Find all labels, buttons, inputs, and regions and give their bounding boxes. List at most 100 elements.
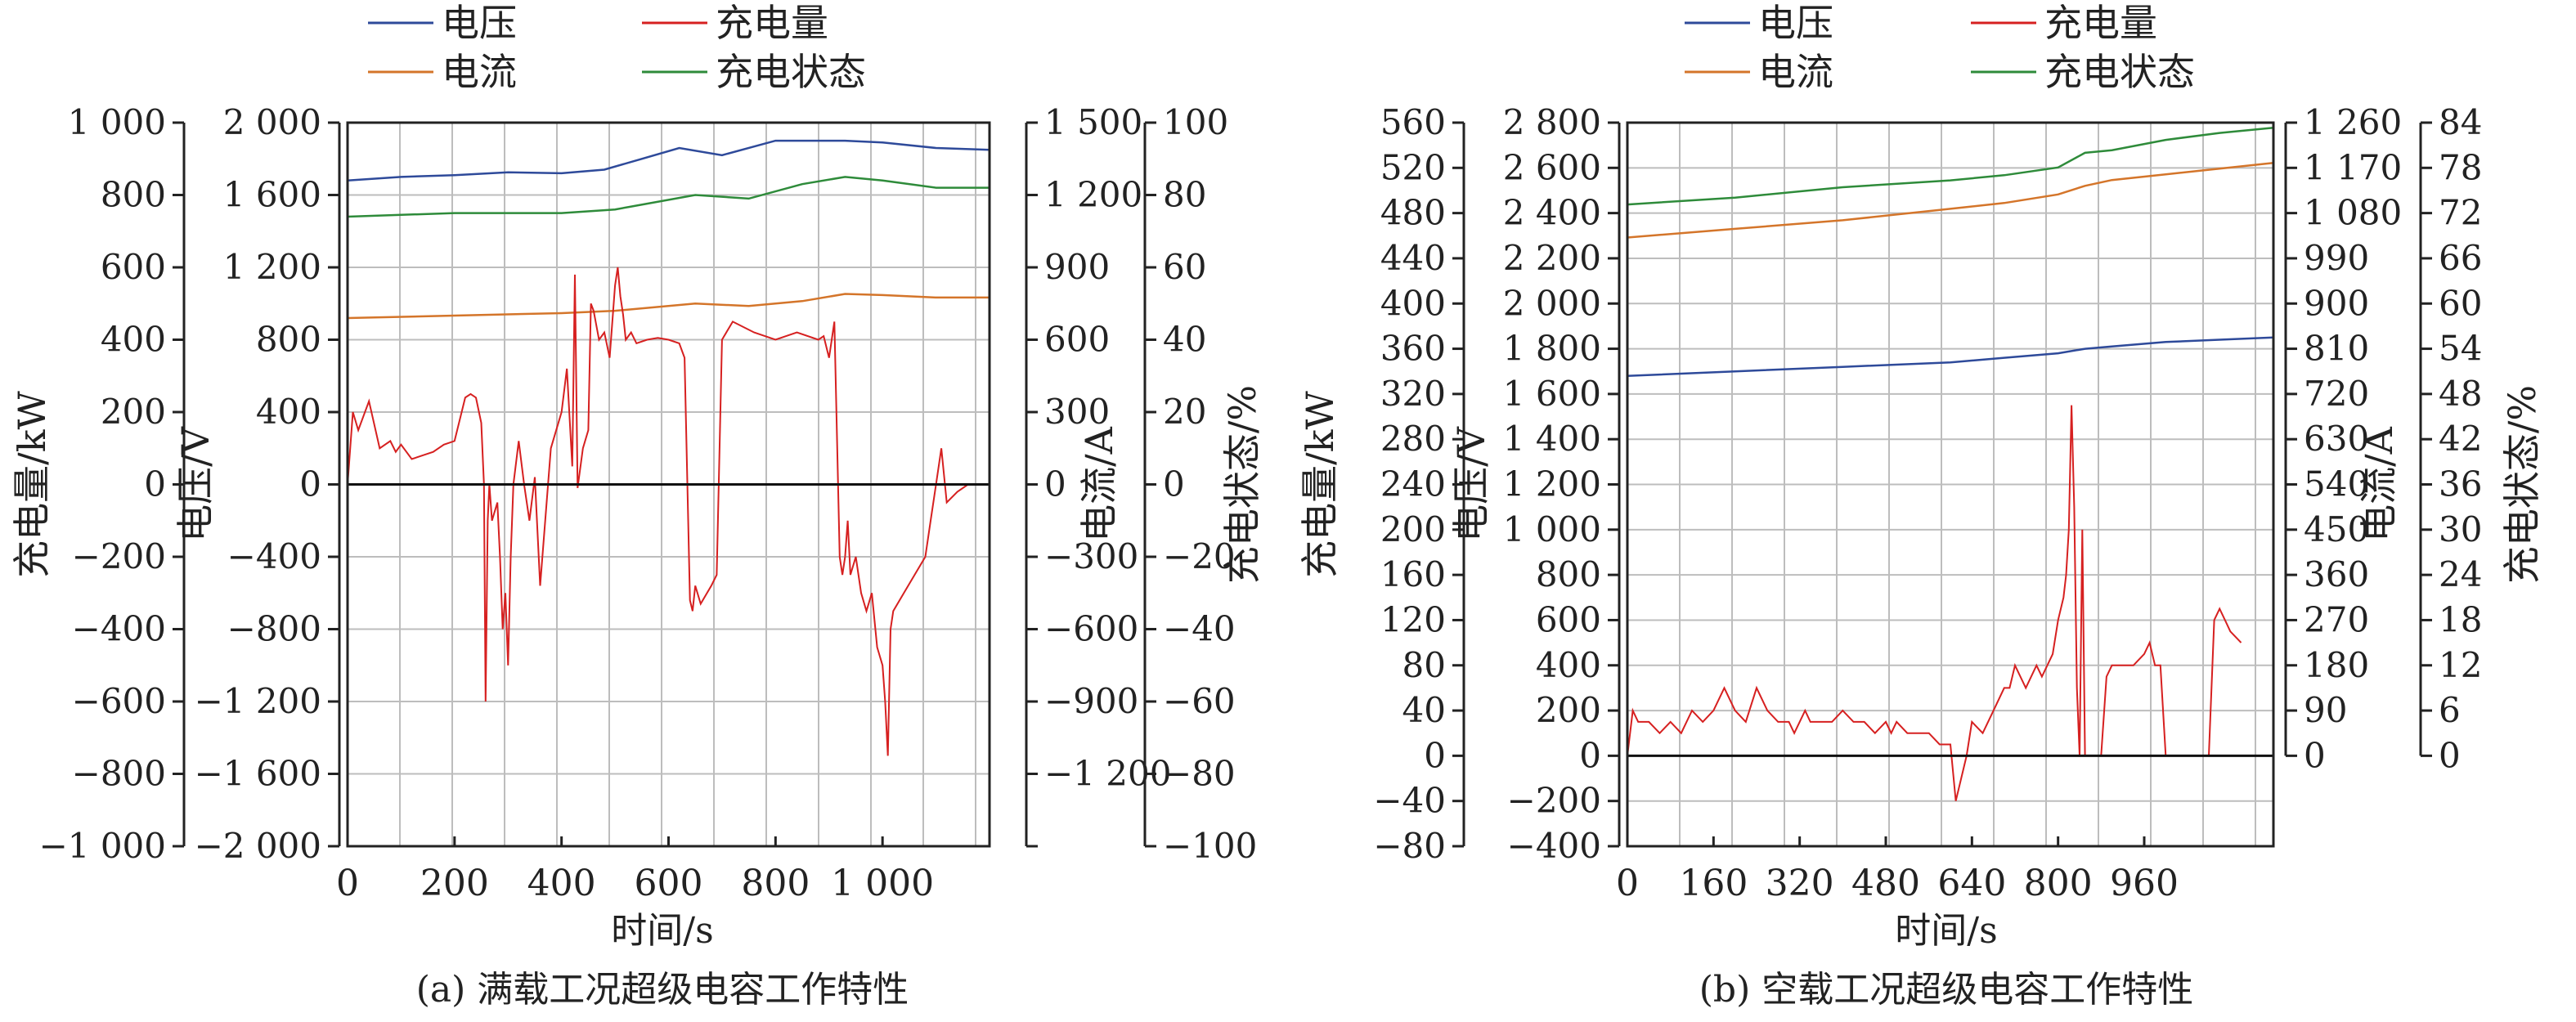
- tick-label-charge: 400: [1380, 283, 1446, 323]
- tick-label-current: 1 260: [2304, 102, 2402, 142]
- tick-label-current: 1 080: [2304, 193, 2402, 233]
- tick-label-charge: 1 000: [68, 102, 166, 142]
- chart-b-caption: (b) 空载工况超级电容工作特性: [1699, 969, 2193, 1011]
- tick-label-current: 300: [1044, 392, 1110, 432]
- axis-label-soc: 充电状态/%: [2500, 385, 2544, 584]
- tick-label-soc: 24: [2439, 554, 2482, 594]
- tick-label-charge: −800: [72, 754, 166, 794]
- tick-label-soc: 40: [1163, 320, 1206, 360]
- tick-label-soc: 66: [2439, 238, 2482, 278]
- tick-label-voltage: 2 800: [1503, 102, 1601, 142]
- tick-label-charge: 40: [1402, 690, 1446, 730]
- legend-label: 充电量: [2044, 1, 2157, 45]
- tick-label-charge: −1 000: [39, 826, 166, 866]
- tick-label-voltage: −200: [1507, 781, 1601, 821]
- legend-label: 电流: [1758, 50, 1833, 94]
- plot-frame: [1626, 121, 2275, 848]
- tick-label-soc: 6: [2439, 690, 2461, 730]
- axis-label-voltage: 电压/V: [1449, 426, 1493, 541]
- legend-label: 电流: [442, 50, 517, 94]
- x-tick-label: 0: [336, 863, 359, 904]
- axis-label-current: 电流/A: [1077, 426, 1121, 541]
- tick-label-current: 90: [2304, 690, 2347, 730]
- tick-label-soc: 42: [2439, 419, 2482, 459]
- series-line-voltage: [1627, 336, 2274, 378]
- tick-label-current: 630: [2304, 419, 2369, 459]
- tick-label-voltage: 1 400: [1503, 419, 1601, 459]
- tick-label-voltage: 0: [299, 464, 321, 504]
- tick-label-voltage: 1 800: [1503, 329, 1601, 369]
- tick-label-voltage: 400: [1536, 645, 1601, 685]
- tick-label-charge: −400: [72, 609, 166, 649]
- tick-label-current: −600: [1044, 609, 1138, 649]
- tick-label-voltage: 600: [1536, 599, 1601, 639]
- x-tick-label: 800: [2024, 863, 2093, 904]
- tick-label-charge: 80: [1402, 645, 1446, 685]
- tick-label-current: 810: [2304, 329, 2369, 369]
- x-tick-label: 1 000: [831, 863, 934, 904]
- tick-label-current: 450: [2304, 509, 2369, 549]
- tick-label-current: −900: [1044, 681, 1138, 721]
- tick-label-soc: 20: [1163, 392, 1206, 432]
- tick-label-charge: 280: [1380, 419, 1446, 459]
- tick-label-voltage: 400: [256, 392, 321, 432]
- tick-label-charge: 400: [101, 320, 166, 360]
- tick-label-current: 1 200: [1044, 175, 1142, 215]
- tick-label-soc: −60: [1163, 681, 1236, 721]
- axis-label-charge: 充电量/kW: [1298, 390, 1342, 577]
- tick-label-soc: 80: [1163, 175, 1206, 215]
- chart-b-xlabel: 时间/s: [1895, 910, 1997, 952]
- tick-label-charge: 480: [1380, 193, 1446, 233]
- tick-label-current: 270: [2304, 599, 2369, 639]
- series-line-voltage: [347, 139, 990, 182]
- tick-label-charge: 800: [101, 175, 166, 215]
- x-tick-label: 640: [1937, 863, 2006, 904]
- tick-label-voltage: 1 600: [223, 175, 321, 215]
- tick-label-charge: −600: [72, 681, 166, 721]
- tick-label-charge: −40: [1373, 781, 1446, 821]
- tick-label-voltage: 800: [256, 320, 321, 360]
- tick-label-current: 900: [2304, 283, 2369, 323]
- tick-label-voltage: 1 200: [1503, 464, 1601, 504]
- tick-label-charge: −80: [1373, 826, 1446, 866]
- legend-label: 电压: [1758, 1, 1833, 45]
- tick-label-soc: 0: [2439, 735, 2461, 775]
- tick-label-current: 0: [2304, 735, 2326, 775]
- tick-label-charge: 160: [1380, 554, 1446, 594]
- tick-label-current: 360: [2304, 554, 2369, 594]
- series-line-charge: [347, 267, 990, 756]
- tick-label-voltage: 2 000: [223, 102, 321, 142]
- tick-label-voltage: 1 200: [223, 247, 321, 287]
- chart-b-grid: [1627, 122, 2273, 847]
- tick-label-current: 540: [2304, 464, 2369, 504]
- tick-label-soc: −20: [1163, 536, 1236, 576]
- tick-label-charge: 320: [1380, 374, 1446, 414]
- tick-label-charge: 440: [1380, 238, 1446, 278]
- tick-label-voltage: −1 600: [195, 754, 321, 794]
- chart-a-caption: (a) 满载工况超级电容工作特性: [416, 969, 909, 1011]
- tick-label-current: 990: [2304, 238, 2369, 278]
- tick-label-charge: 120: [1380, 599, 1446, 639]
- chart-b: 5605204804404003603202802402001601208040…: [1298, 1, 2544, 1011]
- tick-label-charge: 600: [101, 247, 166, 287]
- axis-label-soc: 充电状态/%: [1220, 385, 1264, 584]
- chart-a-series: [347, 139, 990, 756]
- tick-label-charge: 200: [1380, 509, 1446, 549]
- x-tick-label: 400: [527, 863, 596, 904]
- tick-label-charge: 240: [1380, 464, 1446, 504]
- tick-label-voltage: 0: [1579, 735, 1601, 775]
- tick-label-soc: 84: [2439, 102, 2482, 142]
- tick-label-current: 0: [1044, 464, 1066, 504]
- tick-label-soc: 48: [2439, 374, 2482, 414]
- tick-label-soc: 78: [2439, 147, 2482, 187]
- tick-label-current: 900: [1044, 247, 1110, 287]
- tick-label-voltage: 2 000: [1503, 283, 1601, 323]
- series-line-soc: [1627, 127, 2274, 206]
- tick-label-charge: 200: [101, 392, 166, 432]
- tick-label-voltage: 2 400: [1503, 193, 1601, 233]
- tick-label-voltage: 200: [1536, 690, 1601, 730]
